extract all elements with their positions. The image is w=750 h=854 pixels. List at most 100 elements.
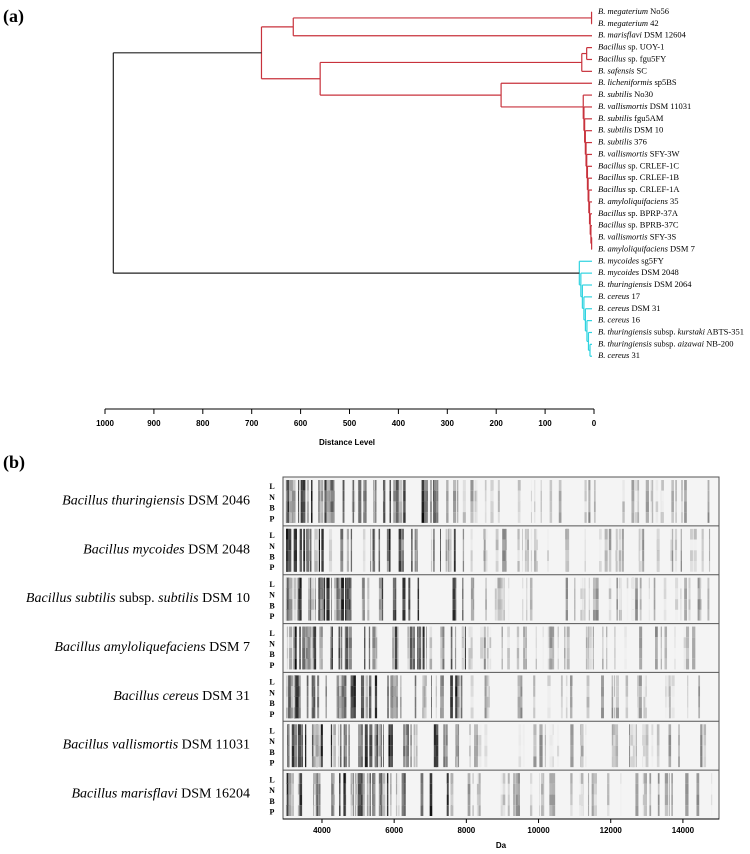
gel-band (642, 724, 646, 735)
gel-band (387, 686, 389, 697)
gel-band (288, 528, 292, 540)
gel-band (635, 794, 639, 806)
gel-band (674, 658, 676, 670)
gel-band (608, 539, 612, 551)
gel-band (293, 658, 296, 670)
gel-band (386, 794, 389, 806)
gel-band (418, 637, 422, 648)
lane-label: L (269, 775, 274, 784)
gel-band (288, 501, 290, 513)
gel-band (409, 648, 413, 659)
gel-band (363, 577, 365, 589)
gel-band (688, 588, 691, 600)
gel-band (324, 599, 326, 610)
gel-band (618, 588, 621, 600)
gel-band (608, 577, 612, 589)
gel-band (418, 626, 422, 638)
gel-band (299, 626, 301, 638)
gel-band (470, 675, 474, 687)
gel-band (413, 637, 415, 648)
gel-band (382, 512, 384, 523)
gel-band (582, 577, 584, 589)
gel-band (286, 658, 289, 670)
gel-band (410, 735, 412, 746)
gel-band (668, 783, 670, 795)
gel-band (380, 756, 382, 768)
gel-band (588, 637, 592, 648)
gel-band (342, 480, 345, 491)
gel-band (631, 609, 635, 621)
gel-band (607, 794, 610, 806)
gel-band (345, 609, 347, 621)
gel-band (330, 745, 333, 757)
gel-band (486, 648, 489, 659)
gel-band (461, 637, 465, 648)
gel-band (680, 599, 682, 610)
gel-band (320, 577, 323, 589)
gel-band (558, 501, 562, 513)
gel-band (330, 637, 333, 648)
gel-band (416, 745, 418, 757)
gel-band (614, 696, 616, 708)
gel-band (398, 783, 400, 795)
gel-band (351, 696, 354, 708)
gel-band (312, 658, 316, 670)
gel-band (549, 724, 553, 735)
gel-band (490, 512, 494, 523)
gel-band (290, 675, 293, 687)
gel-band (476, 490, 478, 502)
gel-band (450, 686, 453, 697)
gel-band (533, 745, 537, 757)
gel-band (358, 735, 362, 746)
gel-band (360, 686, 365, 697)
gel-band (396, 696, 398, 708)
gel-band (352, 501, 354, 513)
gel-band (633, 756, 635, 768)
gel-band (314, 658, 316, 670)
gel-band (671, 783, 673, 795)
gel-band (343, 794, 346, 806)
gel-band (310, 588, 312, 600)
gel-band (513, 773, 516, 784)
gel-band (664, 783, 669, 795)
gel-band (681, 512, 683, 523)
gel-band (325, 675, 327, 687)
gel-band (648, 588, 650, 600)
gel-band (664, 773, 669, 784)
gel-band (378, 539, 381, 551)
gel-band (374, 528, 376, 540)
text-segment: DSM 7 (668, 243, 695, 253)
gel-band (435, 756, 439, 768)
gel-band (289, 588, 293, 600)
gel-band (454, 637, 457, 648)
gel-band (486, 528, 488, 540)
gel-band (344, 658, 346, 670)
gel-band (615, 528, 618, 540)
gel-band (637, 490, 640, 502)
gel-band (364, 648, 366, 659)
gel-band (337, 756, 339, 768)
text-segment: sp. CRLEF-1B (626, 172, 679, 182)
gel-band (613, 756, 616, 768)
gel-band (650, 501, 653, 513)
gel-band (357, 773, 359, 784)
gel-band (343, 735, 346, 746)
gel-band (655, 501, 659, 513)
gel-band (547, 637, 550, 648)
gel-band (408, 577, 411, 589)
gel-band (557, 637, 559, 648)
gel-band (293, 550, 295, 561)
gel-band (294, 735, 298, 746)
gel-band (485, 588, 487, 600)
gel-band (289, 512, 293, 523)
gel-band (472, 773, 474, 784)
gel-band (690, 561, 693, 572)
gel-band (422, 696, 426, 708)
gel-band (294, 745, 298, 757)
gel-band (285, 512, 288, 523)
gel-band (446, 745, 448, 757)
gel-band (450, 658, 453, 670)
gel-band (395, 501, 399, 513)
gel-band (331, 805, 334, 816)
gel-band (341, 609, 344, 621)
